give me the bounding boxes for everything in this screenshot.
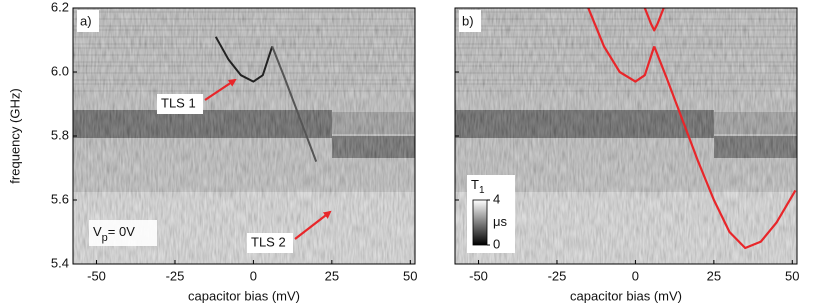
x-tick-label: -25 <box>548 268 567 283</box>
annotation-box <box>157 94 203 114</box>
colorbar-label: T1 <box>471 177 485 195</box>
curve <box>653 45 797 250</box>
annotation: TLS 2 <box>251 234 286 249</box>
colorbar-label-main: T <box>471 177 479 192</box>
x-tick-label: 50 <box>403 268 417 283</box>
annotation-arrow <box>204 78 237 101</box>
colorbar-tick-label: 4 <box>493 191 500 206</box>
plot-area <box>455 8 797 264</box>
curve <box>587 8 656 83</box>
colorbar <box>472 199 488 246</box>
y-tick-label: 6.0 <box>51 63 69 78</box>
voltage-rest: = 0V <box>108 224 135 239</box>
x-tick-label: -25 <box>166 268 185 283</box>
panel-label: b) <box>462 13 474 28</box>
y-tick-label: 6.2 <box>51 0 69 14</box>
annotation: TLS 1 <box>161 95 196 110</box>
panel-label-box <box>459 10 481 32</box>
y-tick-label: 5.8 <box>51 127 69 142</box>
curve <box>643 8 665 32</box>
x-axis-label: capacitor bias (mV) <box>570 288 682 303</box>
voltage-sub: p <box>102 232 108 244</box>
x-axis-label: capacitor bias (mV) <box>188 288 300 303</box>
y-axis-label: frequency (GHz) <box>7 88 22 183</box>
colorbar-unit: μs <box>493 214 507 229</box>
panel-label: a) <box>80 13 92 28</box>
voltage-label: Vp= 0V <box>93 224 135 243</box>
voltage-box <box>89 220 157 246</box>
annotation-arrow <box>294 210 332 240</box>
panel-label-box <box>77 10 99 32</box>
x-tick-label: -50 <box>469 268 488 283</box>
colorbar-label-sub: 1 <box>479 185 485 196</box>
x-tick-label: 50 <box>785 268 799 283</box>
plot-area <box>73 8 415 264</box>
x-tick-label: 0 <box>632 268 639 283</box>
colorbar-tick-label: 0 <box>493 236 500 251</box>
x-tick-label: 25 <box>325 268 339 283</box>
curve <box>271 46 318 162</box>
x-tick-label: -50 <box>87 268 106 283</box>
y-tick-label: 5.6 <box>51 191 69 206</box>
annotation-box <box>247 233 293 253</box>
voltage-main: V <box>93 224 102 239</box>
x-tick-label: 0 <box>250 268 257 283</box>
curve <box>214 36 274 83</box>
y-tick-label: 5.4 <box>51 255 69 270</box>
x-tick-label: 25 <box>707 268 721 283</box>
